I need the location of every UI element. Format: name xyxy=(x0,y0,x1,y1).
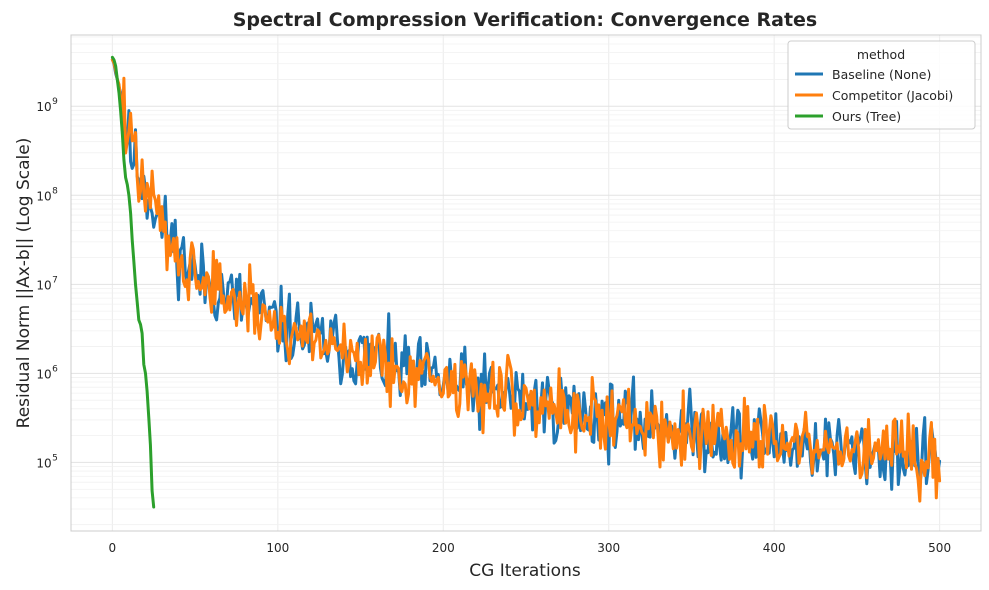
chart-title: Spectral Compression Verification: Conve… xyxy=(233,9,817,31)
y-tick-exponent: 5 xyxy=(52,453,58,463)
legend-label-competitor: Competitor (Jacobi) xyxy=(832,88,953,103)
y-tick-label: 10 8 xyxy=(36,186,58,203)
axes-frame xyxy=(70,34,982,532)
x-axis-label: CG Iterations xyxy=(469,561,581,581)
series-line-ours-tree xyxy=(110,55,156,509)
x-tick-label: 300 xyxy=(597,541,620,555)
y-tick-base: 10 xyxy=(36,456,51,470)
series-line-competitor-jacobi xyxy=(110,58,942,503)
y-tick-label: 10 7 xyxy=(36,275,58,292)
y-tick-base: 10 xyxy=(36,278,51,292)
y-tick-exponent: 6 xyxy=(52,364,58,374)
y-tick-base: 10 xyxy=(36,100,51,114)
y-tick-base: 10 xyxy=(36,367,51,381)
legend-label-baseline: Baseline (None) xyxy=(832,67,931,82)
legend-label-ours: Ours (Tree) xyxy=(832,109,901,124)
legend-box xyxy=(787,40,976,130)
x-tick-label: 200 xyxy=(432,541,455,555)
y-tick-label: 10 5 xyxy=(36,453,58,470)
grid-lines xyxy=(71,35,981,531)
y-tick-base: 10 xyxy=(36,189,51,203)
y-axis-label: Residual Norm ||Ax-b|| (Log Scale) xyxy=(14,138,34,429)
x-tick-label: 0 xyxy=(109,541,117,555)
y-tick-exponent: 9 xyxy=(52,97,58,107)
y-tick-label: 10 6 xyxy=(36,364,58,381)
plot-area xyxy=(110,55,942,509)
y-tick-exponent: 7 xyxy=(52,275,58,285)
x-tick-label: 400 xyxy=(763,541,786,555)
legend: method Baseline (None) Competitor (Jacob… xyxy=(787,40,976,130)
x-tick-label: 500 xyxy=(928,541,951,555)
y-tick-label: 10 9 xyxy=(36,97,58,114)
y-tick-exponent: 8 xyxy=(52,186,58,196)
legend-title: method xyxy=(857,47,905,62)
x-tick-label: 100 xyxy=(266,541,289,555)
x-axis-ticks: 0 100 200 300 400 500 xyxy=(109,541,952,555)
